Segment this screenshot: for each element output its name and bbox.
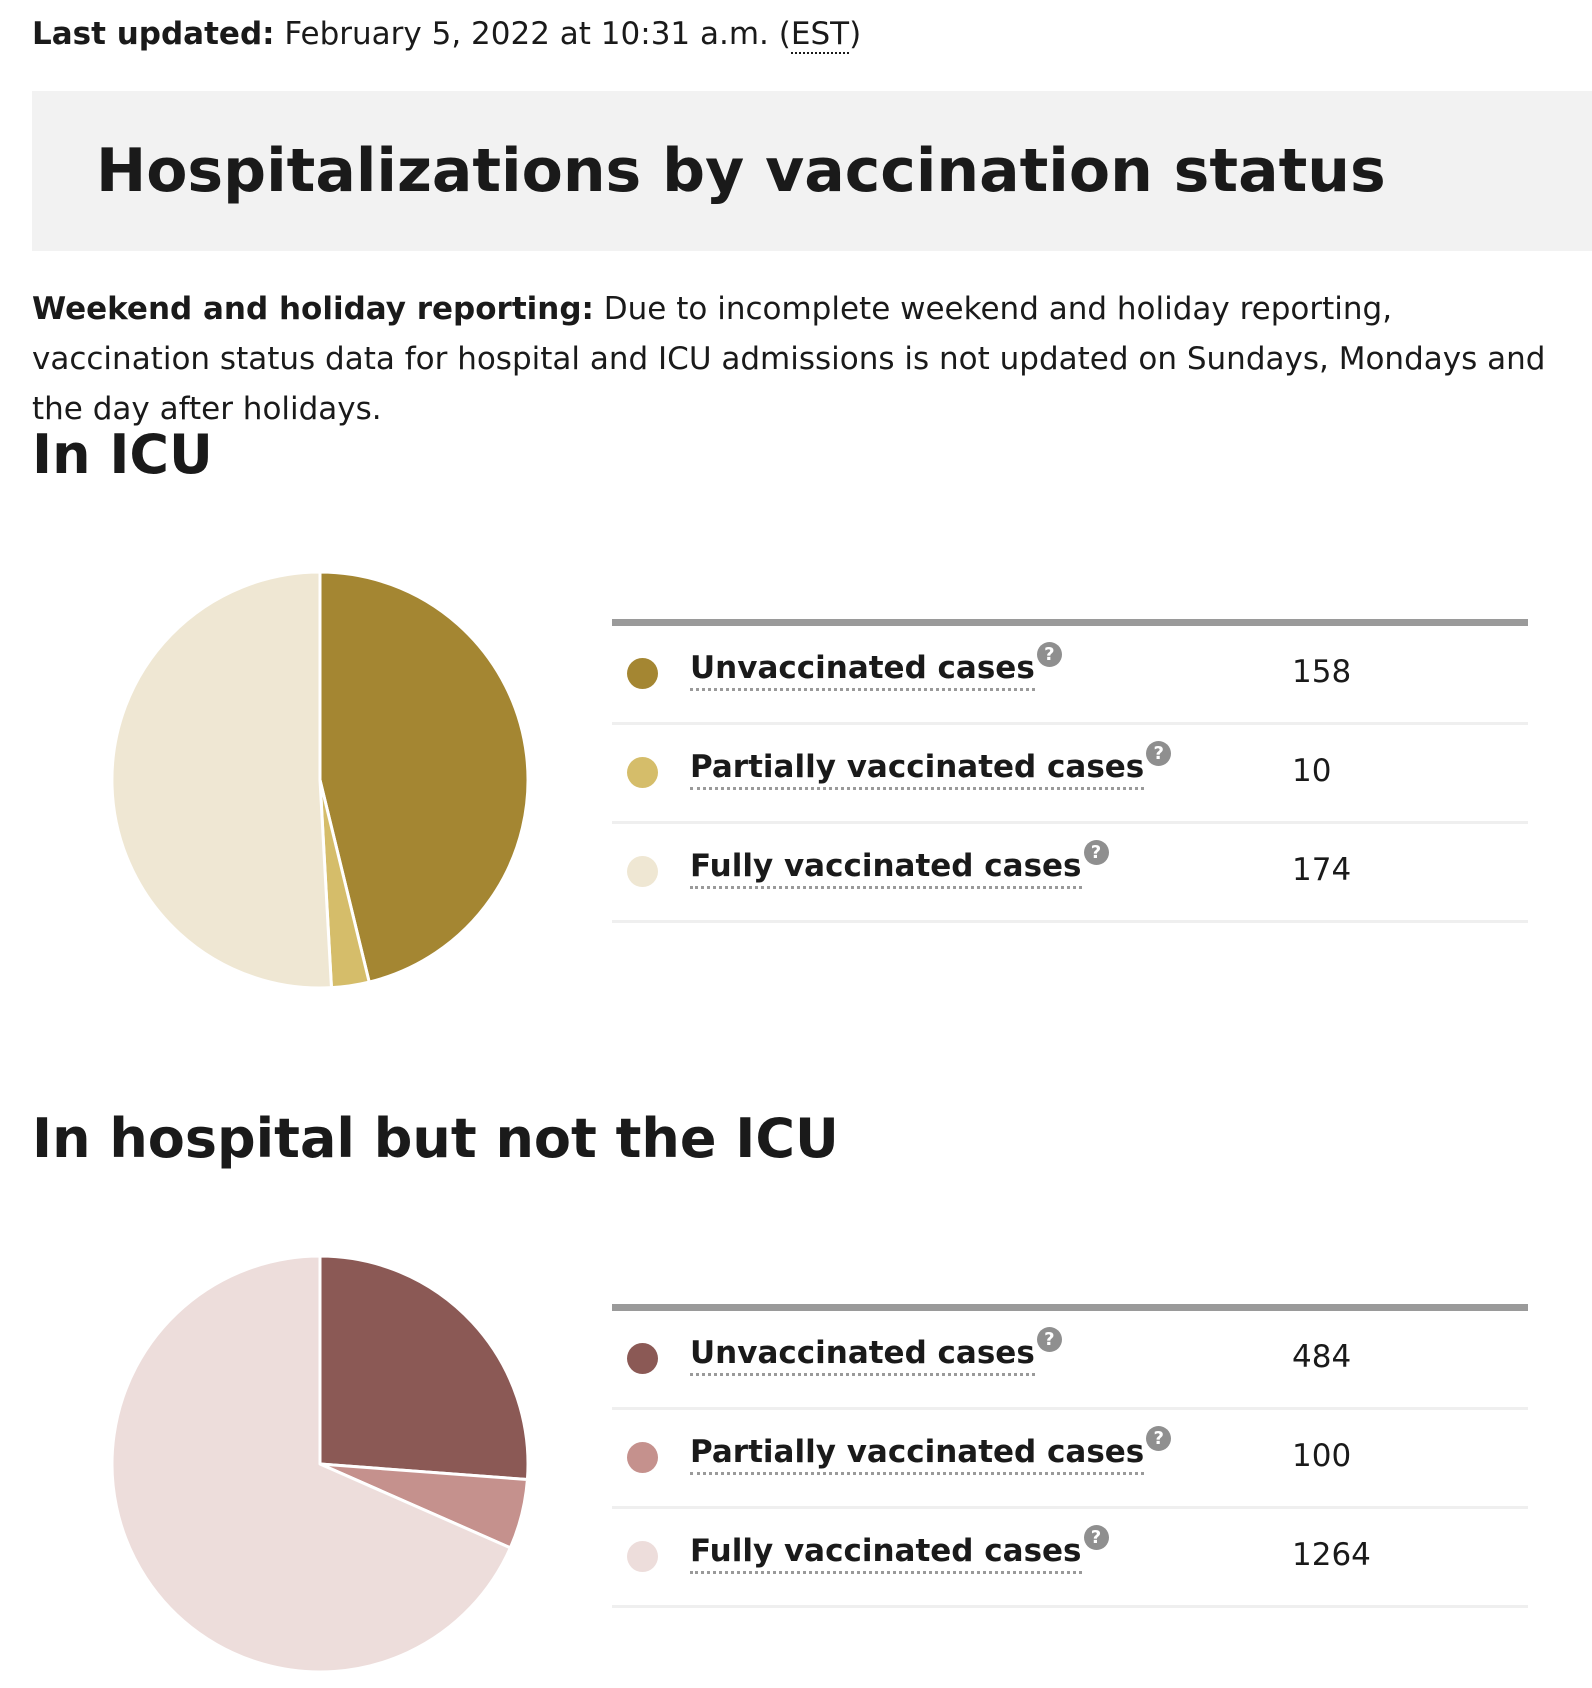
help-icon[interactable]: ?: [1083, 1525, 1109, 1550]
last-updated-label: Last updated:: [32, 16, 275, 52]
section-heading-icu: In ICU: [32, 423, 213, 486]
table-row: Fully vaccinated cases? 174: [612, 824, 1528, 923]
legend-label-wrap: Unvaccinated cases?: [690, 1327, 1062, 1376]
unvaccinated-swatch: [627, 658, 658, 689]
hospital-legend-table: Unvaccinated cases? 484 Partially vaccin…: [612, 1304, 1528, 1608]
title-band: Hospitalizations by vaccination status: [32, 91, 1592, 251]
unvaccinated-swatch: [627, 1343, 658, 1374]
icu-pie-chart: [110, 570, 530, 990]
table-row: Fully vaccinated cases? 1264: [612, 1509, 1528, 1608]
partially-vaccinated-label[interactable]: Partially vaccinated cases: [690, 1434, 1145, 1475]
legend-label-wrap: Partially vaccinated cases?: [690, 1426, 1172, 1475]
unvaccinated-value: 158: [1292, 654, 1352, 690]
unvaccinated-label[interactable]: Unvaccinated cases: [690, 650, 1035, 691]
fully-vaccinated-label[interactable]: Fully vaccinated cases: [690, 848, 1082, 889]
table-row: Unvaccinated cases? 158: [612, 626, 1528, 725]
last-updated-date: February 5, 2022 at 10:31 a.m. (: [274, 16, 791, 52]
partially-vaccinated-swatch: [627, 757, 658, 788]
notice-label: Weekend and holiday reporting:: [32, 291, 594, 327]
help-icon[interactable]: ?: [1083, 840, 1109, 865]
help-icon[interactable]: ?: [1036, 642, 1062, 667]
pie-slice-fully-vaccinated-cases[interactable]: [110, 570, 333, 990]
pie-slice-unvaccinated-cases[interactable]: [318, 570, 530, 984]
table-row: Partially vaccinated cases? 10: [612, 725, 1528, 824]
unvaccinated-value: 484: [1292, 1339, 1352, 1375]
unvaccinated-label[interactable]: Unvaccinated cases: [690, 1335, 1035, 1376]
help-icon[interactable]: ?: [1036, 1327, 1062, 1352]
help-icon[interactable]: ?: [1146, 1426, 1172, 1451]
timezone-abbr[interactable]: EST: [790, 16, 850, 54]
legend-label-wrap: Fully vaccinated cases?: [690, 840, 1109, 889]
icu-legend-table: Unvaccinated cases? 158 Partially vaccin…: [612, 619, 1528, 923]
reporting-notice: Weekend and holiday reporting: Due to in…: [32, 284, 1572, 434]
fully-vaccinated-value: 174: [1292, 852, 1352, 888]
last-updated: Last updated: February 5, 2022 at 10:31 …: [32, 12, 861, 56]
partially-vaccinated-swatch: [627, 1442, 658, 1473]
table-row: Unvaccinated cases? 484: [612, 1311, 1528, 1410]
last-updated-close: ): [849, 16, 862, 52]
pie-slice-unvaccinated-cases[interactable]: [318, 1254, 530, 1482]
notice-text: Due to incomplete weekend and holiday re…: [32, 291, 1546, 427]
fully-vaccinated-value: 1264: [1292, 1537, 1371, 1573]
page-title: Hospitalizations by vaccination status: [96, 136, 1386, 206]
pie-slice-fully-vaccinated-cases[interactable]: [110, 1254, 512, 1674]
legend-label-wrap: Unvaccinated cases?: [690, 642, 1062, 691]
fully-vaccinated-label[interactable]: Fully vaccinated cases: [690, 1533, 1082, 1574]
legend-label-wrap: Partially vaccinated cases?: [690, 741, 1172, 790]
section-heading-hospital: In hospital but not the ICU: [32, 1107, 839, 1170]
legend-label-wrap: Fully vaccinated cases?: [690, 1525, 1109, 1574]
partially-vaccinated-value: 10: [1292, 753, 1332, 789]
partially-vaccinated-value: 100: [1292, 1438, 1352, 1474]
partially-vaccinated-label[interactable]: Partially vaccinated cases: [690, 749, 1145, 790]
hospital-pie-chart: [110, 1254, 530, 1674]
table-row: Partially vaccinated cases? 100: [612, 1410, 1528, 1509]
help-icon[interactable]: ?: [1146, 741, 1172, 766]
fully-vaccinated-swatch: [627, 1541, 658, 1572]
fully-vaccinated-swatch: [627, 856, 658, 887]
